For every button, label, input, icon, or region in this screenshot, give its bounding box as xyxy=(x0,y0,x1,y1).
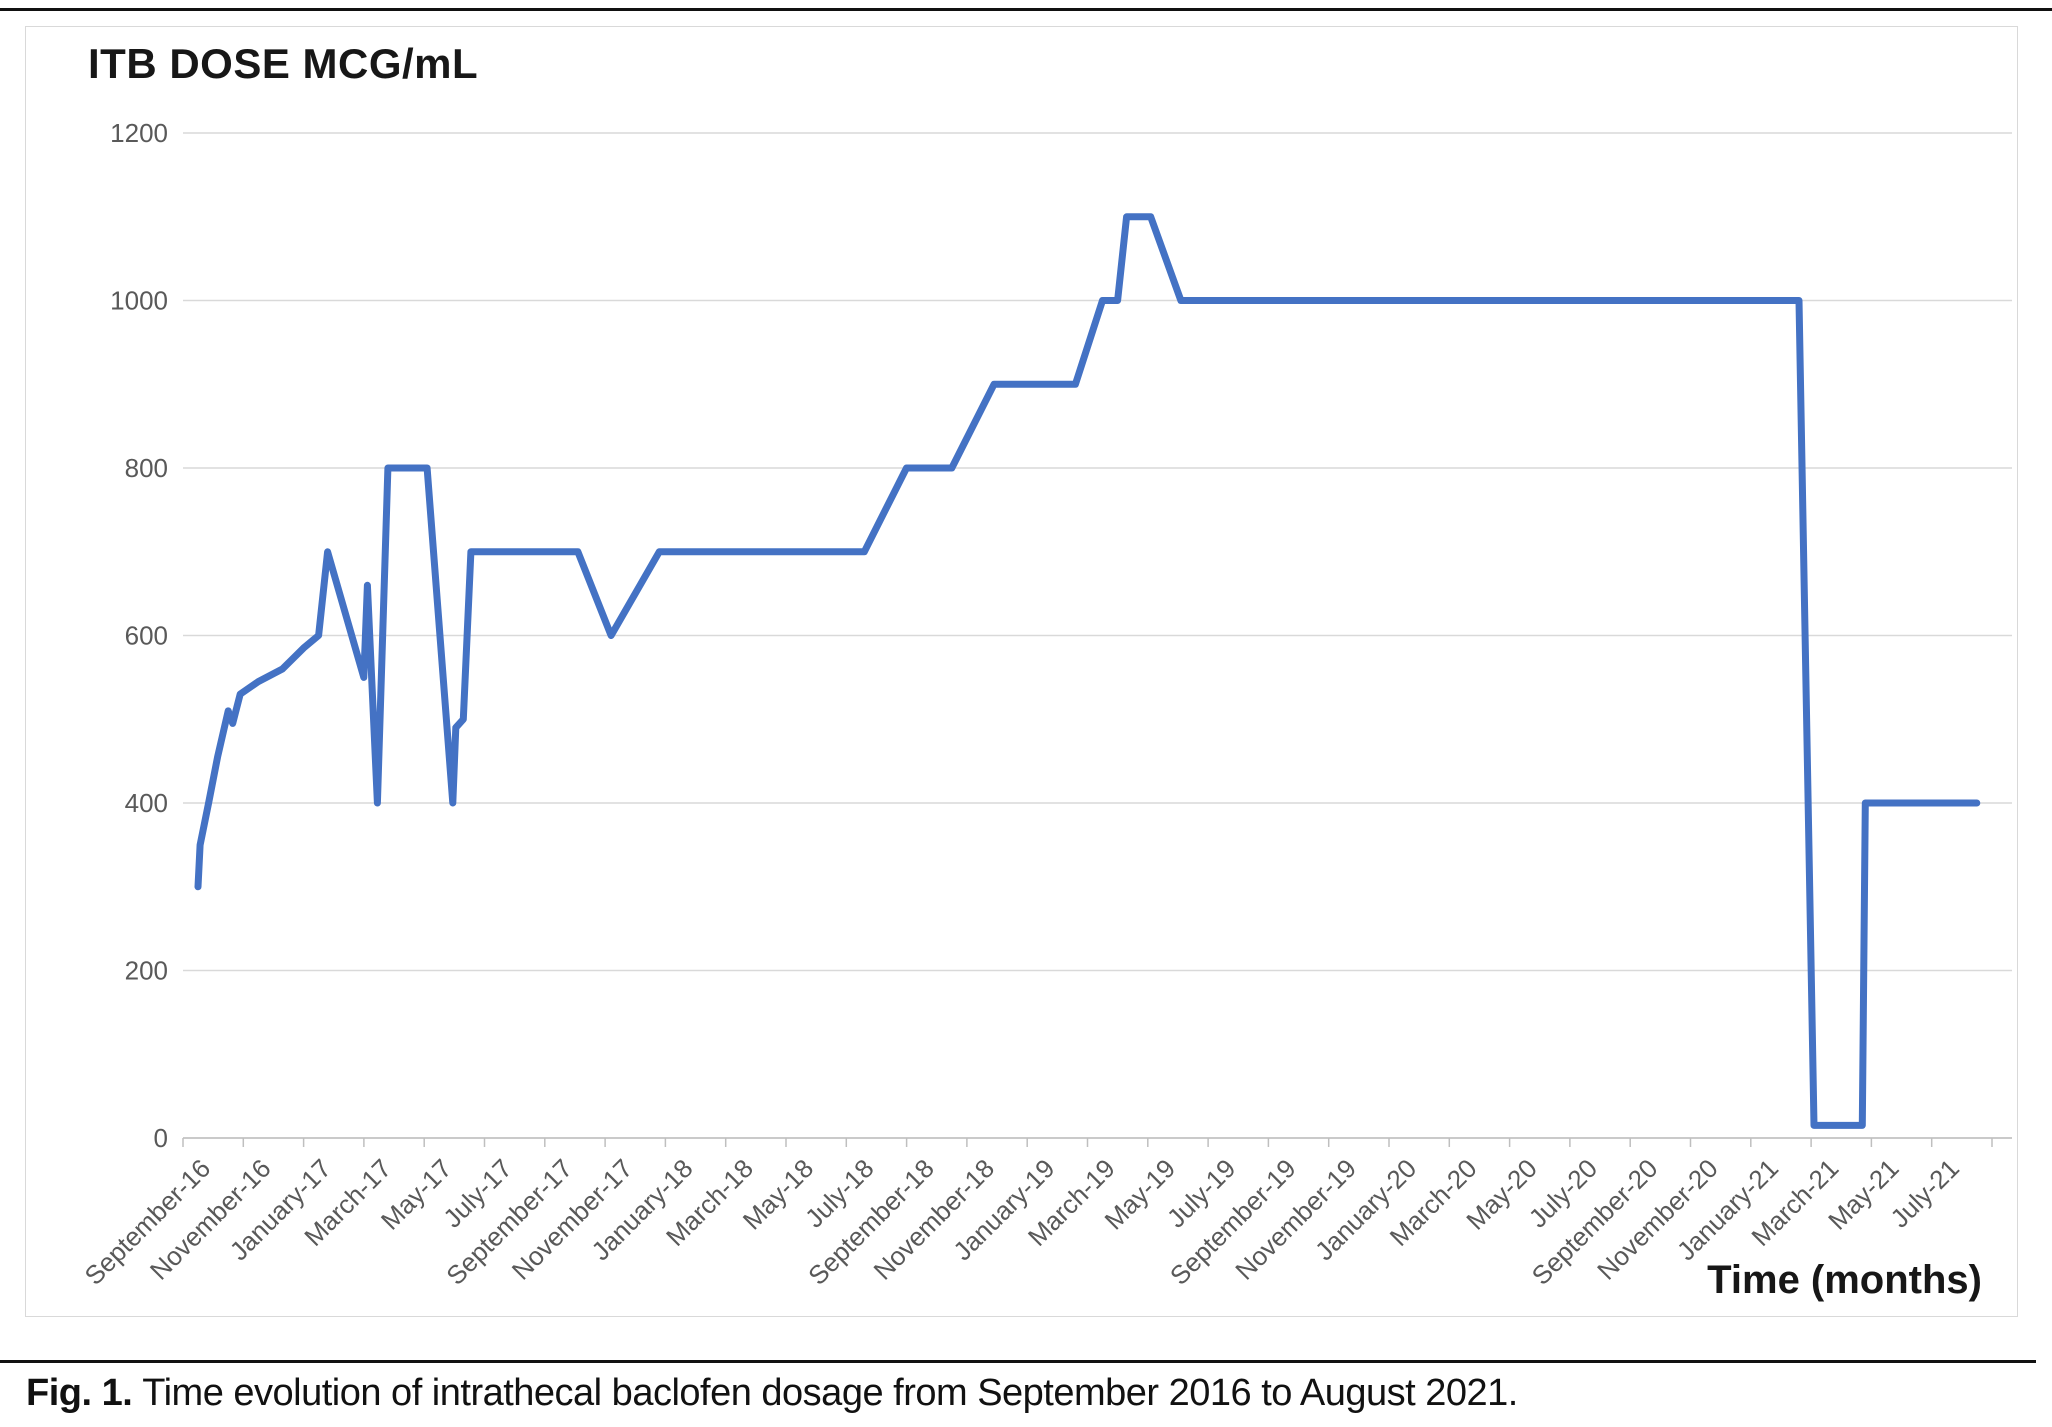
caption-rule xyxy=(0,1360,2036,1363)
y-axis-tick-label: 0 xyxy=(154,1123,168,1153)
chart-title: ITB DOSE MCG/mL xyxy=(88,40,479,87)
y-axis-tick-label: 800 xyxy=(125,453,168,483)
dose-line xyxy=(194,213,1981,1129)
x-axis-ticks xyxy=(182,1138,1993,1147)
top-rule xyxy=(0,8,2052,11)
y-axis-labels: 0 200 400 600 800 1000 1200 xyxy=(110,118,168,1153)
figure-caption: Fig. 1. Time evolution of intrathecal bac… xyxy=(26,1372,2016,1415)
y-axis-tick-label: 1000 xyxy=(110,286,168,316)
x-axis-labels: September-16November-16January-17March-1… xyxy=(79,1153,1965,1291)
chart-area-border xyxy=(25,26,2018,1317)
y-axis-tick-label: 600 xyxy=(125,621,168,651)
y-axis-tick-label: 200 xyxy=(125,956,168,986)
x-axis-title: Time (months) xyxy=(1707,1258,1982,1302)
y-axis-tick-label: 1200 xyxy=(110,118,168,148)
x-axis-tick-label: July-21 xyxy=(1884,1153,1964,1233)
y-axis-tick-label: 400 xyxy=(125,788,168,818)
figure-caption-label: Fig. 1. xyxy=(26,1372,133,1414)
figure-caption-text: Time evolution of intrathecal baclofen d… xyxy=(142,1372,1518,1414)
y-gridlines xyxy=(183,132,2012,1139)
